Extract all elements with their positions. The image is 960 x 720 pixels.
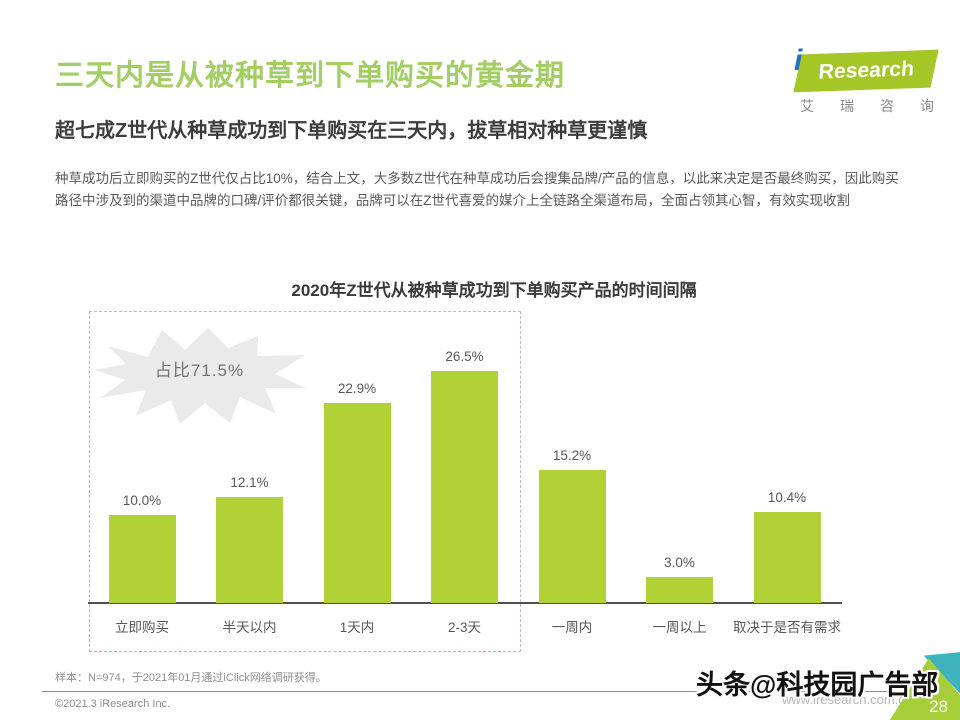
bar-value-label: 22.9% <box>337 381 377 396</box>
sample-note: 样本：N=974，于2021年01月通过iClick网络调研获得。 <box>55 672 327 684</box>
starburst-label: 占比71.5% <box>154 361 245 380</box>
website-url: www.iresearch.com.cn <box>782 692 913 707</box>
logo-green-band: Research <box>793 49 939 93</box>
watermark-text: 头条@科技园广告部 <box>696 670 939 700</box>
footer-divider <box>42 691 945 692</box>
page-subtitle: 超七成Z世代从种草成功到下单购买在三天内，拔草相对种草更谨慎 <box>55 120 648 142</box>
bar-category-label: 1天内 <box>339 620 375 635</box>
bar-category-label: 立即购买 <box>115 620 169 635</box>
bar-value-label: 3.0% <box>664 555 695 570</box>
bar-2 <box>323 403 391 603</box>
bar-5 <box>646 577 713 603</box>
bar-4 <box>538 470 606 603</box>
page-number: 28 <box>929 697 948 716</box>
chart-title: 2020年Z世代从被种草成功到下单购买产品的时间间隔 <box>291 281 697 300</box>
bar-6 <box>753 512 821 603</box>
bar-value-label: 15.2% <box>552 448 592 463</box>
bar-3 <box>431 371 498 603</box>
highlight-dashed-box <box>89 311 521 652</box>
iresearch-logo: Research i 艾瑞咨询 <box>788 44 939 114</box>
bar-category-label: 2-3天 <box>447 620 482 635</box>
bar-category-label: 一周内 <box>551 620 593 635</box>
logo-wordmark: Research <box>817 57 915 84</box>
x-axis-line <box>88 602 842 604</box>
logo-chinese-name: 艾瑞咨询 <box>800 98 960 114</box>
body-paragraph: 种草成功后立即购买的Z世代仅占比10%，结合上文，大多数Z世代在种草成功后会搜集… <box>55 171 899 208</box>
page-title: 三天内是从被种草到下单购买的黄金期 <box>55 60 566 92</box>
bar-0 <box>108 515 176 603</box>
bar-category-label: 一周以上 <box>652 620 707 635</box>
corner-decoration <box>830 650 960 720</box>
bar-value-label: 10.0% <box>122 493 162 508</box>
copyright-text: ©2021.3 iResearch Inc. <box>55 698 171 710</box>
bar-value-label: 10.4% <box>767 490 807 505</box>
starburst-shape <box>94 328 306 424</box>
bar-1 <box>216 497 283 603</box>
bar-value-label: 26.5% <box>445 349 484 364</box>
bar-value-label: 12.1% <box>230 475 269 490</box>
logo-i-glyph: i <box>794 44 803 77</box>
bar-category-label: 取决于是否有需求 <box>733 620 841 635</box>
bar-plot: 10.0% 立即购买 12.1% 半天以内 22.9% 1天内 26.5% 2-3天 15.2%… <box>88 300 900 635</box>
starburst-annotation: 占比71.5% <box>92 326 307 426</box>
bar-category-label: 半天以内 <box>222 620 277 635</box>
